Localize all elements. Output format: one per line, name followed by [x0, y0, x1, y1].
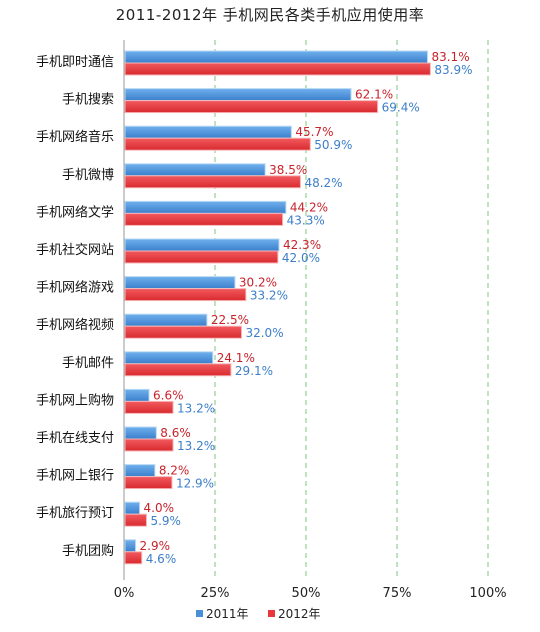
- bar-2011: [124, 464, 156, 478]
- data-label-2012: 13.2%: [177, 439, 215, 453]
- bar-2011: [124, 539, 137, 553]
- data-label-2012: 13.2%: [177, 401, 215, 415]
- bar-2012: [124, 438, 174, 452]
- bar-2012: [124, 175, 301, 189]
- data-label-2012: 50.9%: [314, 138, 352, 152]
- category-label: 手机网上银行: [36, 469, 114, 484]
- bar-2011: [124, 238, 280, 252]
- bar-2011: [124, 426, 157, 440]
- bar-2012: [124, 100, 379, 114]
- legend-swatch-1: [196, 610, 203, 617]
- bar-2011: [124, 351, 214, 365]
- bar-2011: [124, 88, 352, 102]
- data-label-2011: 2.9%: [140, 539, 171, 553]
- category-label: 手机即时通信: [36, 55, 114, 70]
- x-tick-label: 50%: [292, 586, 321, 601]
- data-label-2012: 12.9%: [176, 477, 214, 491]
- data-label-2012: 29.1%: [235, 364, 273, 378]
- data-label-2012: 83.9%: [434, 63, 472, 77]
- category-label: 手机邮件: [62, 356, 114, 371]
- x-tick-label: 100%: [469, 586, 506, 601]
- category-label: 手机网络文学: [36, 204, 114, 220]
- data-label-2012: 33.2%: [250, 289, 288, 303]
- category-label: 手机在线支付: [36, 431, 114, 446]
- data-label-2012: 5.9%: [150, 514, 181, 528]
- x-tick-label: 25%: [201, 586, 230, 601]
- x-tick-label: 75%: [383, 586, 412, 601]
- bar-2012: [124, 288, 247, 302]
- data-label-2012: 69.4%: [382, 101, 420, 115]
- category-label: 手机团购: [62, 543, 114, 559]
- category-label: 手机旅行预订: [36, 506, 114, 521]
- data-label-2011: 4.0%: [144, 501, 175, 515]
- bar-2012: [124, 400, 174, 414]
- data-label-2011: 8.2%: [159, 464, 190, 478]
- category-label: 手机搜索: [62, 93, 114, 108]
- data-label-2011: 62.1%: [355, 88, 393, 102]
- data-label-2011: 38.5%: [269, 163, 307, 177]
- category-label: 手机网络视频: [36, 317, 114, 333]
- data-label-2011: 24.1%: [217, 351, 255, 365]
- category-label: 手机网络游戏: [36, 280, 114, 296]
- data-label-2012: 48.2%: [304, 176, 342, 190]
- bar-2012: [124, 250, 279, 264]
- legend-label-1: 2011年: [206, 607, 249, 621]
- bar-2011: [124, 125, 292, 139]
- data-label-2011: 30.2%: [239, 276, 277, 290]
- bar-2012: [124, 212, 284, 226]
- chart-title: 2011-2012年 手机网民各类手机应用使用率: [115, 6, 425, 24]
- data-label-2012: 43.3%: [287, 213, 325, 227]
- data-label-2011: 42.3%: [283, 238, 321, 252]
- bar-2012: [124, 62, 431, 76]
- bar-2011: [124, 163, 266, 177]
- category-label: 手机微博: [62, 168, 114, 183]
- bar-2011: [124, 50, 428, 64]
- data-label-2012: 32.0%: [245, 326, 283, 340]
- bar-2012: [124, 137, 311, 151]
- data-label-2011: 8.6%: [160, 426, 191, 440]
- bar-2012: [124, 476, 173, 490]
- bar-2011: [124, 276, 236, 290]
- data-label-2011: 83.1%: [431, 50, 469, 64]
- data-label-2011: 45.7%: [295, 125, 333, 139]
- data-label-2011: 22.5%: [211, 313, 249, 327]
- category-label: 手机网上购物: [36, 392, 114, 408]
- data-label-2012: 42.0%: [282, 251, 320, 265]
- legend-label-2: 2012年: [278, 607, 321, 621]
- bar-2011: [124, 313, 208, 327]
- bar-2011: [124, 501, 141, 515]
- bar-2012: [124, 325, 242, 339]
- bar-2011: [124, 388, 150, 402]
- x-tick-label: 0%: [114, 586, 135, 601]
- category-label: 手机网络音乐: [36, 129, 114, 145]
- data-label-2011: 6.6%: [153, 388, 184, 402]
- legend-swatch-2: [268, 610, 275, 617]
- data-label-2012: 4.6%: [146, 552, 177, 566]
- bar-2011: [124, 200, 287, 214]
- bar-2012: [124, 363, 232, 377]
- bar-2012: [124, 513, 147, 527]
- category-label: 手机社交网站: [36, 242, 114, 258]
- bar-2012: [124, 551, 143, 565]
- data-label-2011: 44.2%: [290, 200, 328, 214]
